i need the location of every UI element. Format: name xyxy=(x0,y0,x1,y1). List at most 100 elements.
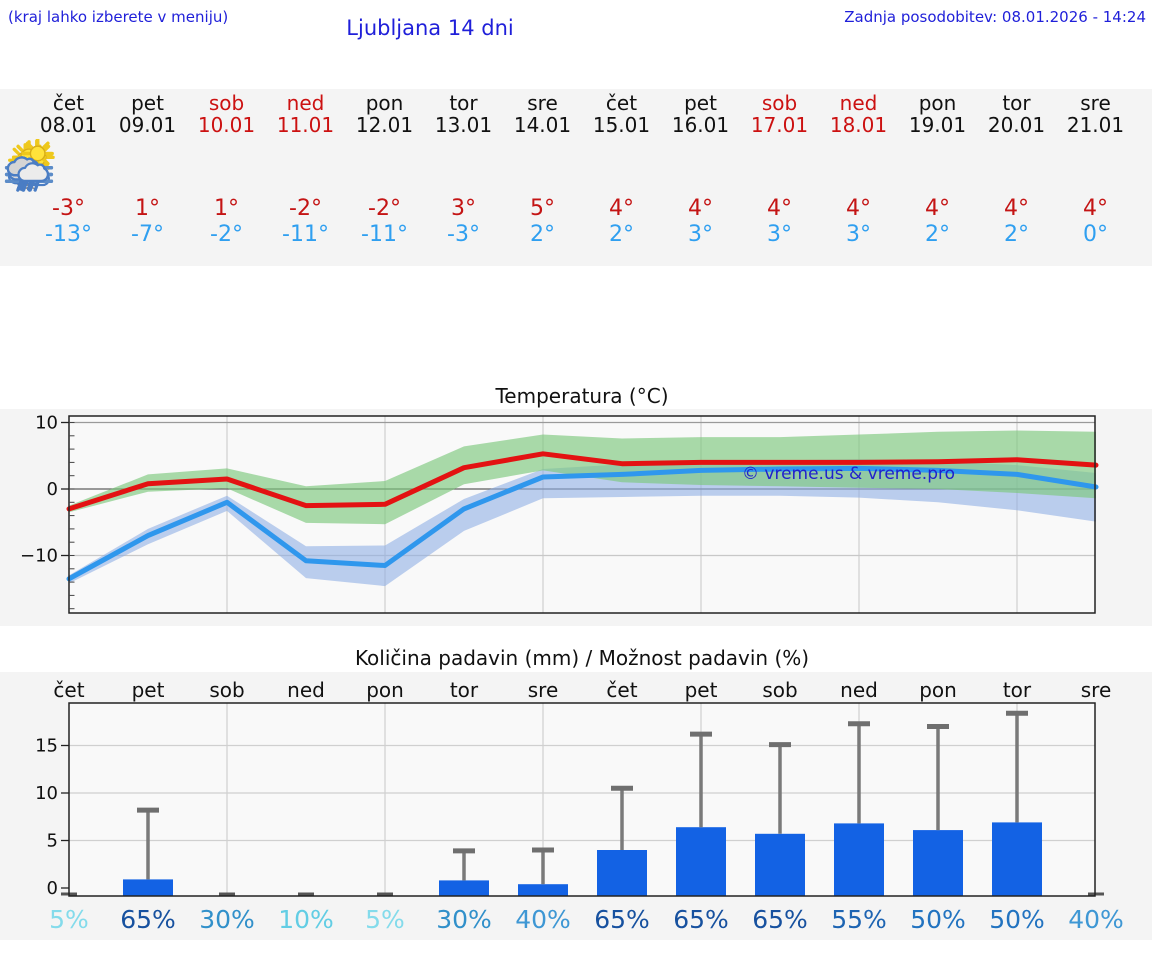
high-temp: 4° xyxy=(688,196,713,221)
day-date: 17.01 xyxy=(750,113,809,137)
precip-percent-label: 30% xyxy=(436,905,492,934)
day-name: sre xyxy=(1080,91,1111,115)
precip-bar xyxy=(123,879,173,896)
day-name: čet xyxy=(52,91,85,115)
weather-icon xyxy=(6,136,819,196)
precip-ytick: 5 xyxy=(47,831,58,852)
forecast-day: ned 11.01 -2° -11° xyxy=(7,89,345,266)
precip-ytick: 15 xyxy=(35,736,58,757)
location-hint: (kraj lahko izberete v meniju) xyxy=(8,8,229,26)
forecast-day: sob 10.01 1° -2° xyxy=(4,89,266,266)
precip-day-label: tor xyxy=(450,678,479,702)
weather-icon xyxy=(6,136,977,196)
forecast-day: pet 09.01 1° -7° xyxy=(7,89,187,266)
precip-percent-label: 65% xyxy=(673,905,729,934)
temp-chart-title: Temperatura (°C) xyxy=(495,384,669,408)
precip-percent-label: 40% xyxy=(515,905,571,934)
weather-icon xyxy=(7,136,503,196)
day-date: 15.01 xyxy=(592,113,651,137)
precip-percent-label: 10% xyxy=(278,905,334,934)
high-temp: 4° xyxy=(1004,196,1029,221)
weather-icon xyxy=(6,136,661,196)
forecast-day: sre 14.01 5° 2° xyxy=(7,89,582,266)
day-name: ned xyxy=(286,91,325,115)
precip-chart-title: Količina padavin (mm) / Možnost padavin … xyxy=(354,646,810,670)
precip-percent-label: 55% xyxy=(831,905,887,934)
precip-day-label: čet xyxy=(53,678,84,702)
temperature-chart: 10 0 −10 xyxy=(0,409,1152,626)
precip-day-label: ned xyxy=(287,678,325,702)
day-name: sob xyxy=(761,91,798,115)
low-temp: 2° xyxy=(1004,222,1029,247)
precip-day-label: pon xyxy=(366,678,404,702)
last-update-label: Zadnja posodobitev: 08.01.2026 - 14:24 xyxy=(844,8,1146,26)
weather-icon xyxy=(6,136,1135,196)
low-temp: 3° xyxy=(688,222,713,247)
weather-icon xyxy=(6,136,898,196)
day-date: 18.01 xyxy=(829,113,888,137)
day-date: 19.01 xyxy=(908,113,967,137)
forecast-day: tor 20.01 4° 2° xyxy=(6,89,1056,266)
forecast-day: sre 21.01 4° 0° xyxy=(6,89,1135,266)
precip-day-label: pet xyxy=(132,678,165,702)
precip-percent-label: 40% xyxy=(1068,905,1124,934)
day-name: ned xyxy=(839,91,878,115)
day-name: pet xyxy=(684,91,717,115)
precip-percent-label: 5% xyxy=(49,905,89,934)
weather-icon xyxy=(4,136,424,196)
high-temp: 4° xyxy=(925,196,950,221)
temp-ytick: 0 xyxy=(47,479,58,500)
day-date: 21.01 xyxy=(1066,113,1125,137)
precip-percent-label: 50% xyxy=(910,905,966,934)
uncertainty-band xyxy=(69,430,1096,525)
low-temp: 2° xyxy=(925,222,950,247)
day-name: pet xyxy=(131,91,164,115)
high-temp: 4° xyxy=(1083,196,1108,221)
weather-icon xyxy=(6,136,1056,196)
precip-day-label: pon xyxy=(919,678,957,702)
weather-icon xyxy=(6,136,740,196)
forecast-day: pon 19.01 4° 2° xyxy=(6,89,977,266)
day-name: sre xyxy=(527,91,558,115)
low-temp: 3° xyxy=(767,222,792,247)
low-temp: -11° xyxy=(361,222,408,247)
maksimalna temperatura-line xyxy=(66,451,1099,512)
day-name: čet xyxy=(605,91,638,115)
weather-icon xyxy=(7,136,582,196)
copyright-watermark: © vreme.us & vreme.pro xyxy=(742,464,956,484)
forecast-day: pon 12.01 -2° -11° xyxy=(4,89,424,266)
forecast-day: ned 18.01 4° 3° xyxy=(6,89,898,266)
high-temp: 1° xyxy=(135,196,160,221)
weather-icon xyxy=(7,136,345,196)
precip-bar xyxy=(439,880,489,896)
day-date: 14.01 xyxy=(513,113,572,137)
day-name: pon xyxy=(365,91,404,115)
low-temp: -3° xyxy=(447,222,480,247)
precip-ytick: 0 xyxy=(47,878,58,899)
low-temp: 3° xyxy=(846,222,871,247)
day-date: 11.01 xyxy=(276,113,335,137)
day-date: 16.01 xyxy=(671,113,730,137)
precip-bar xyxy=(518,884,568,896)
precip-bar xyxy=(755,833,805,896)
day-date: 08.01 xyxy=(39,113,98,137)
precip-day-label: sre xyxy=(1081,678,1112,702)
low-temp: 2° xyxy=(609,222,634,247)
precip-bar xyxy=(992,822,1042,896)
forecast-day: tor 13.01 3° -3° xyxy=(7,89,503,266)
clouds-icon xyxy=(6,156,49,183)
forecast-day: čet 15.01 4° 2° xyxy=(6,89,661,266)
precip-day-label: sob xyxy=(762,678,797,702)
precip-day-label: pet xyxy=(685,678,718,702)
weather-icon xyxy=(4,136,266,196)
page-title: Ljubljana 14 dni xyxy=(346,16,514,40)
precip-bar xyxy=(834,823,884,896)
precip-ytick: 10 xyxy=(35,783,58,804)
precip-percent-label: 65% xyxy=(120,905,176,934)
day-date: 10.01 xyxy=(197,113,256,137)
day-name: sob xyxy=(208,91,245,115)
high-temp: -2° xyxy=(289,196,322,221)
precipitation-chart: čet pet sob ned pon tor sre čet pet sob ned pon tor s… xyxy=(0,672,1152,940)
high-temp: -2° xyxy=(368,196,401,221)
